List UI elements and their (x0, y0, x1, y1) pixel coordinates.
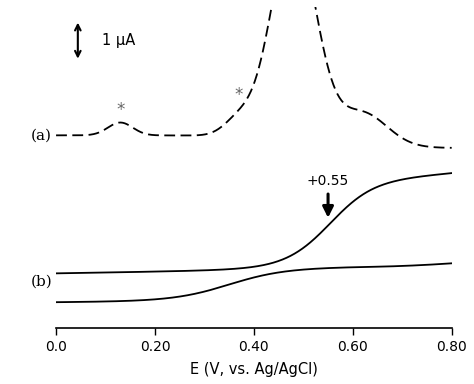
Text: +0.55: +0.55 (307, 174, 349, 214)
Text: (b): (b) (30, 275, 52, 288)
Text: 1 μA: 1 μA (101, 33, 135, 48)
Text: (a): (a) (31, 128, 52, 142)
Text: *: * (235, 86, 243, 104)
Text: *: * (116, 101, 125, 119)
X-axis label: E (V, vs. Ag/AgCl): E (V, vs. Ag/AgCl) (190, 362, 318, 377)
